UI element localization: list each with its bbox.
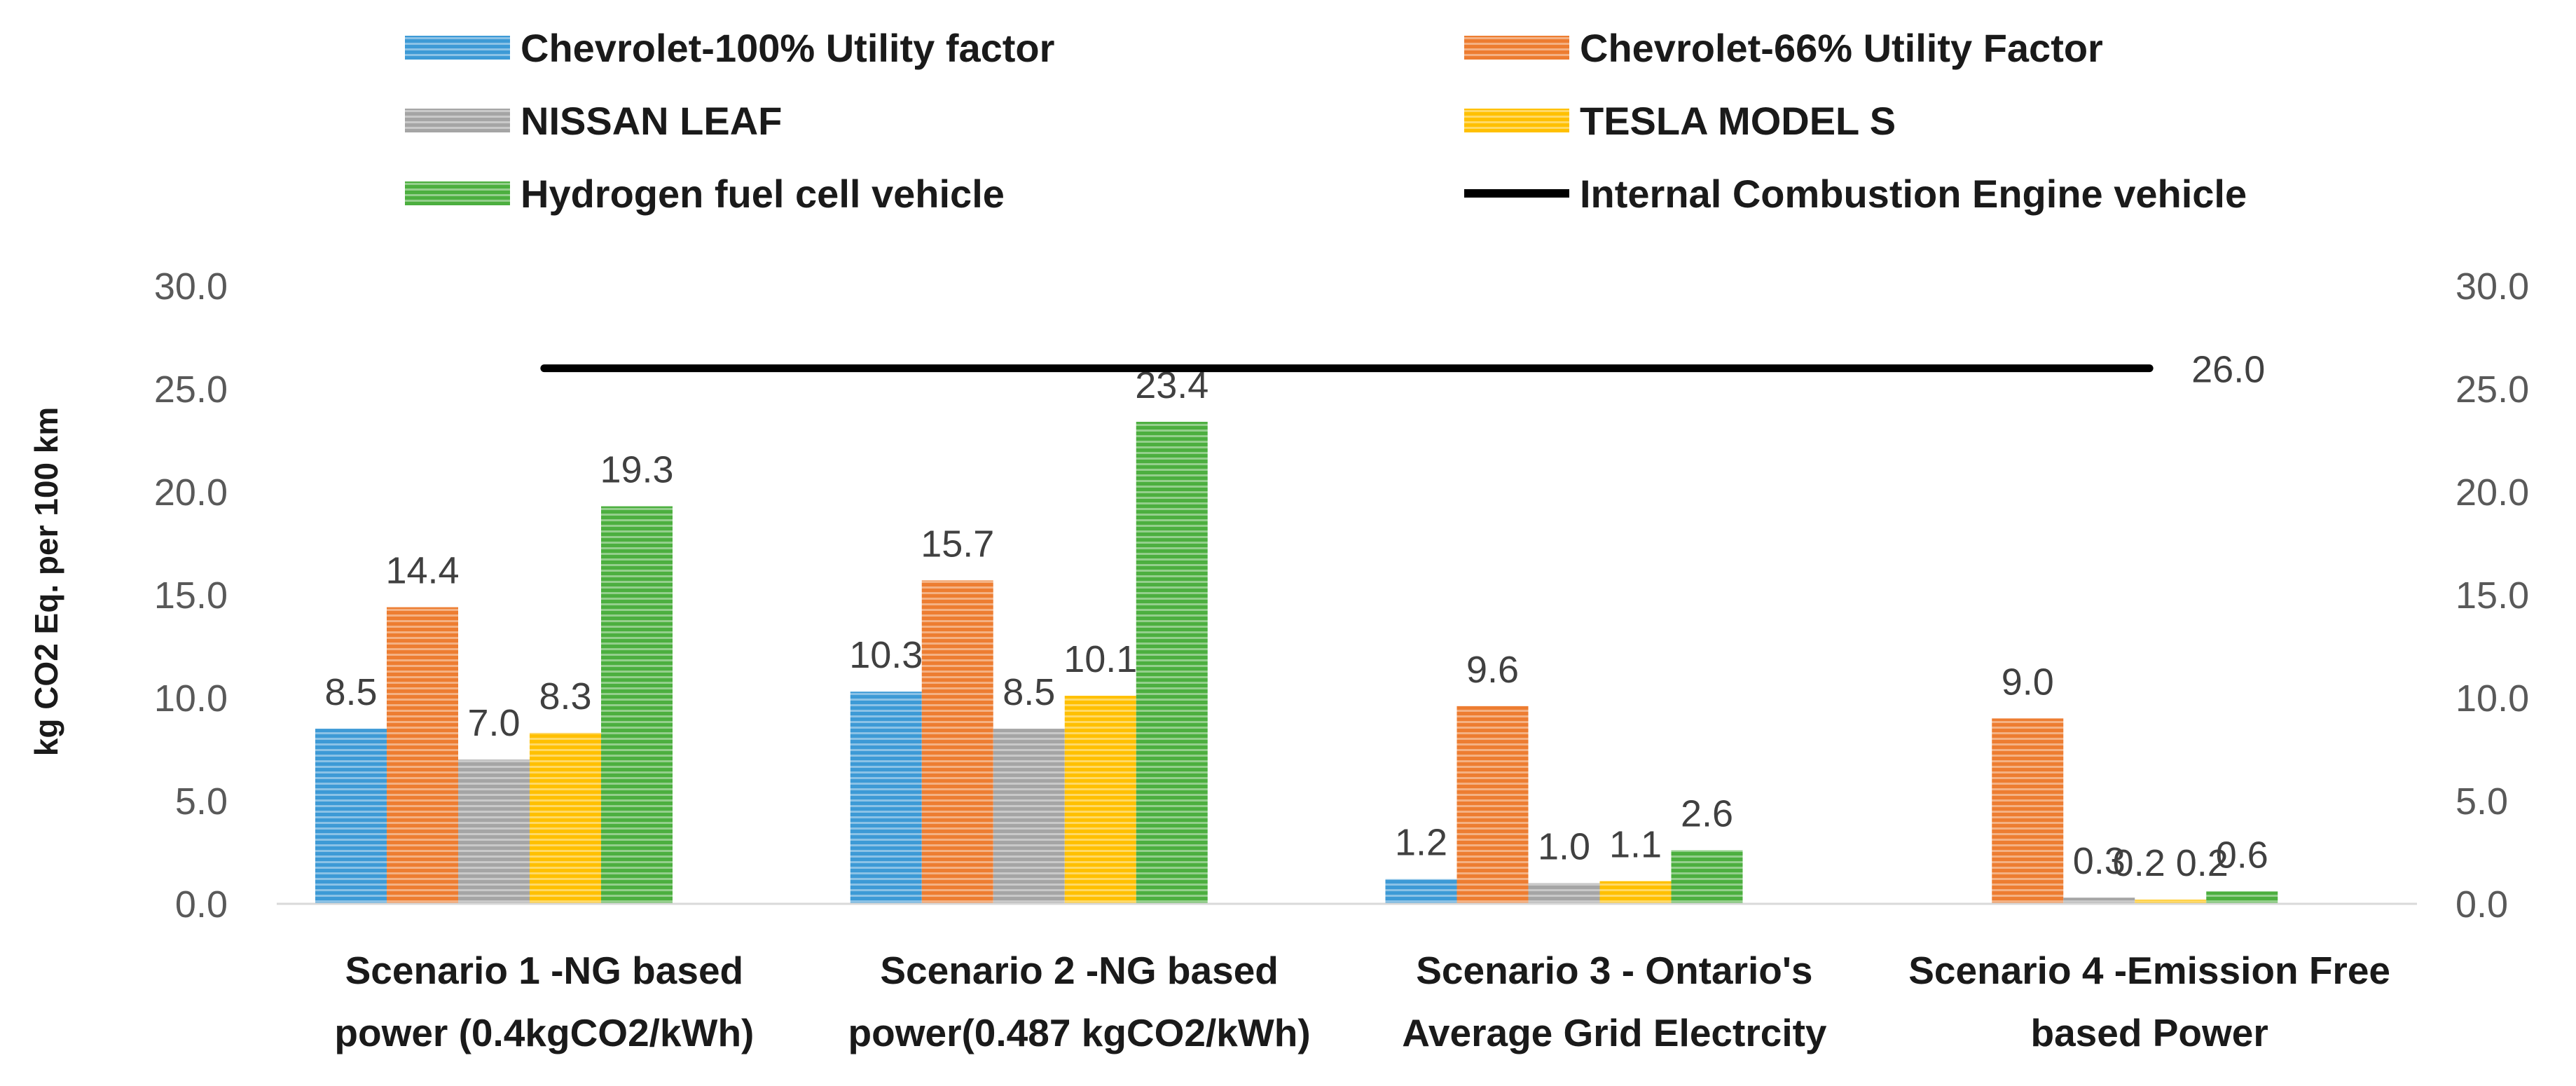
y-tick-right-4: 20.0 xyxy=(2456,472,2529,514)
category-label-3-line-1: Scenario 3 - Ontario's xyxy=(1416,949,1812,992)
data-label-s5-c1: 19.3 xyxy=(600,449,673,491)
ice-line-layer: 26.0 xyxy=(540,349,2265,391)
data-label-s4-c1: 8.3 xyxy=(539,675,591,717)
bar-s3-c1 xyxy=(458,759,530,904)
data-labels: 8.514.47.08.319.310.315.78.510.123.41.29… xyxy=(324,364,2268,884)
bar-s4-c1 xyxy=(530,732,601,904)
bar-s5-c1 xyxy=(601,506,673,904)
legend-label-hydrogen-fuel-cell-vehicle: Hydrogen fuel cell vehicle xyxy=(521,172,1005,216)
y-axis-left: 0.0 5.0 10.0 15.0 20.0 25.0 30.0 xyxy=(154,266,228,926)
bar-s2-c1 xyxy=(387,607,458,904)
y-tick-left-4: 20.0 xyxy=(154,472,228,514)
category-label-2-line-2: power(0.487 kgCO2/kWh) xyxy=(848,1011,1311,1054)
y-tick-right-1: 5.0 xyxy=(2456,781,2508,823)
bar-s1-c1 xyxy=(315,729,387,904)
category-label-3-line-2: Average Grid Electrcity xyxy=(1402,1011,1827,1054)
category-label-1-line-1: Scenario 1 -NG based xyxy=(345,949,744,992)
category-label-1-line-2: power (0.4kgCO2/kWh) xyxy=(334,1011,754,1054)
y-tick-left-3: 15.0 xyxy=(154,575,228,617)
bar-s2-c3 xyxy=(1456,706,1529,904)
bar-s5-c2 xyxy=(1136,422,1208,904)
y-tick-right-6: 30.0 xyxy=(2456,266,2529,308)
bar-s1-c3 xyxy=(1385,879,1457,904)
bar-s4-c4 xyxy=(2135,900,2207,904)
bar-s3-c4 xyxy=(2063,898,2135,904)
bars xyxy=(315,422,2278,904)
data-label-s3-c2: 8.5 xyxy=(1003,671,1055,713)
category-label-4-line-1: Scenario 4 -Emission Free xyxy=(1908,949,2390,992)
bar-s2-c2 xyxy=(921,580,993,904)
legend-swatch-chevrolet-66-utility-factor xyxy=(1464,36,1569,60)
y-axis-title: kg CO2 Eq. per 100 km xyxy=(28,407,64,757)
ice-line-label: 26.0 xyxy=(2191,349,2265,391)
legend-swatch-hydrogen-fuel-cell-vehicle xyxy=(405,181,510,205)
data-label-s3-c4: 0.3 xyxy=(2073,840,2126,882)
y-tick-right-3: 15.0 xyxy=(2456,575,2529,617)
y-tick-right-0: 0.0 xyxy=(2456,884,2508,926)
bar-s3-c2 xyxy=(993,729,1065,904)
data-label-s2-c1: 14.4 xyxy=(385,550,459,592)
y-axis-right: 0.0 5.0 10.0 15.0 20.0 25.0 30.0 xyxy=(2456,266,2529,926)
y-tick-right-5: 25.0 xyxy=(2456,369,2529,411)
bar-s3-c3 xyxy=(1528,883,1600,904)
data-label-s2-c3: 9.6 xyxy=(1466,649,1519,691)
y-tick-left-0: 0.0 xyxy=(175,884,228,926)
data-label-s3-c3: 1.0 xyxy=(1538,826,1590,868)
category-label-4-line-2: based Power xyxy=(2030,1011,2268,1054)
bar-s2-c4 xyxy=(1992,718,2064,904)
y-tick-right-2: 10.0 xyxy=(2456,678,2529,720)
data-label-s5-c4: 0.6 xyxy=(2216,834,2268,876)
data-label-s3-c1: 7.0 xyxy=(467,702,520,744)
legend-swatch-nissan-leaf xyxy=(405,109,510,132)
legend-label-chevrolet-100-utility-factor: Chevrolet-100% Utility factor xyxy=(521,26,1054,70)
data-label-s2-c2: 15.7 xyxy=(921,523,994,565)
bar-s5-c3 xyxy=(1671,850,1743,904)
y-tick-left-1: 5.0 xyxy=(175,781,228,823)
category-label-2-line-1: Scenario 2 -NG based xyxy=(880,949,1279,992)
data-label-s4-c3: 1.1 xyxy=(1609,824,1662,866)
legend-swatch-tesla-model-s xyxy=(1464,109,1569,132)
bar-s5-c4 xyxy=(2206,891,2278,904)
legend-swatch-chevrolet-100-utility-factor xyxy=(405,36,510,60)
category-labels: Scenario 1 -NG based power (0.4kgCO2/kWh)… xyxy=(334,949,2390,1054)
data-label-s1-c2: 10.3 xyxy=(849,634,923,676)
data-label-s1-c1: 8.5 xyxy=(324,671,377,713)
bar-s4-c2 xyxy=(1064,696,1136,904)
legend-label-chevrolet-66-utility-factor: Chevrolet-66% Utility Factor xyxy=(1580,26,2103,70)
bar-s1-c2 xyxy=(850,692,922,904)
legend-label-tesla-model-s: TESLA MODEL S xyxy=(1580,99,1896,143)
y-tick-left-5: 25.0 xyxy=(154,369,228,411)
data-label-s4-c4: 0.2 0.2 xyxy=(2113,842,2229,884)
legend-label-nissan-leaf: NISSAN LEAF xyxy=(521,99,782,143)
legend: Chevrolet-100% Utility factor Chevrolet-6… xyxy=(405,26,2247,216)
data-label-s4-c2: 10.1 xyxy=(1063,638,1137,680)
y-tick-left-6: 30.0 xyxy=(154,266,228,308)
data-label-s5-c3: 2.6 xyxy=(1681,793,1733,835)
bar-s4-c3 xyxy=(1599,881,1672,904)
data-label-s1-c3: 1.2 xyxy=(1395,822,1447,864)
data-label-s2-c4: 9.0 xyxy=(2002,661,2054,703)
legend-label-internal-combustion-engine-vehicle: Internal Combustion Engine vehicle xyxy=(1580,172,2247,216)
y-tick-left-2: 10.0 xyxy=(154,678,228,720)
